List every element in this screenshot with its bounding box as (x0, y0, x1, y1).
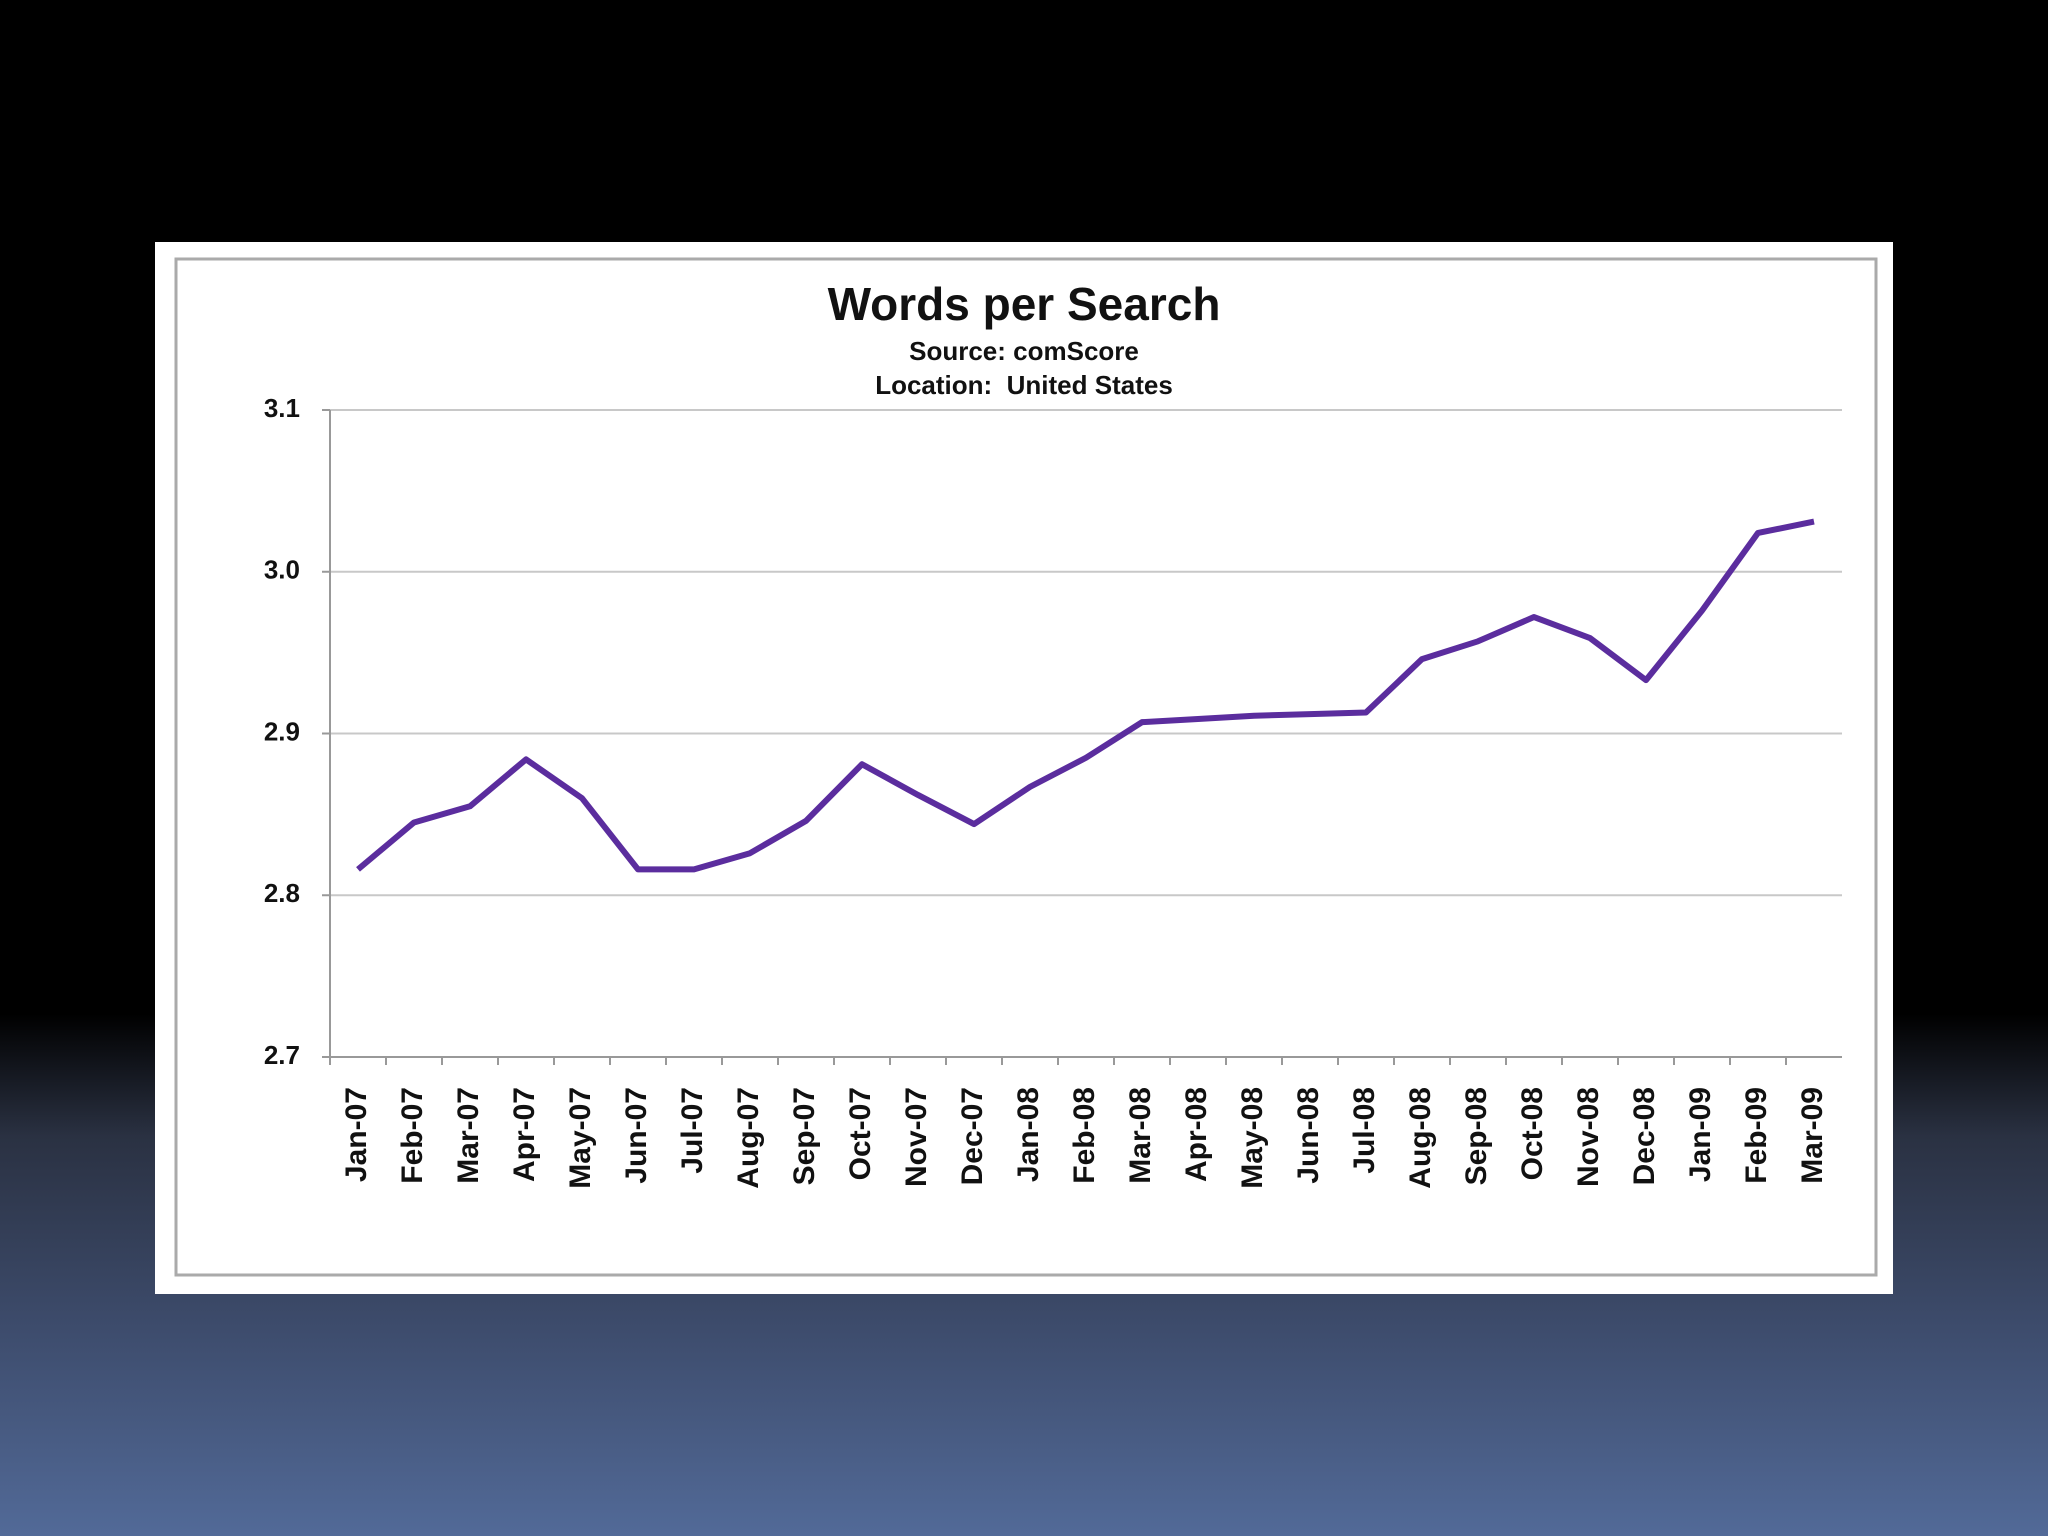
x-tick-label: Sep-07 (788, 1087, 821, 1185)
x-tick-label: May-07 (564, 1087, 597, 1189)
x-tick-label: Jul-07 (676, 1087, 709, 1174)
x-tick-label: Feb-07 (396, 1087, 429, 1184)
x-tick-label: Mar-07 (452, 1087, 485, 1184)
x-tick-label: Feb-08 (1068, 1087, 1101, 1184)
y-tick-label: 3.0 (264, 555, 300, 585)
x-tick-label: Dec-08 (1628, 1087, 1661, 1185)
x-tick-label: Sep-08 (1460, 1087, 1493, 1185)
x-tick-label: Jan-07 (340, 1087, 373, 1182)
chart-border (174, 257, 1878, 1277)
x-tick-label: Jun-07 (620, 1087, 653, 1184)
chart-title: Words per Search (828, 278, 1221, 330)
y-tick-label: 2.8 (264, 878, 300, 908)
chart-panel (155, 242, 1893, 1294)
x-tick-label: Dec-07 (956, 1087, 989, 1185)
x-tick-label: Oct-07 (844, 1087, 877, 1180)
x-tick-label: Mar-08 (1124, 1087, 1157, 1184)
chart-subtitle: Location: United States (875, 370, 1173, 400)
x-tick-label: May-08 (1236, 1087, 1269, 1189)
y-tick-label: 3.1 (264, 393, 300, 423)
x-tick-label: Jul-08 (1348, 1087, 1381, 1174)
x-tick-label: Aug-08 (1404, 1087, 1437, 1189)
y-tick-label: 2.7 (264, 1040, 300, 1070)
x-tick-label: Nov-07 (900, 1087, 933, 1187)
x-tick-label: Jun-08 (1292, 1087, 1325, 1184)
x-tick-label: Feb-09 (1740, 1087, 1773, 1184)
series-line (356, 518, 1815, 873)
x-tick-label: Mar-09 (1796, 1087, 1829, 1184)
x-tick-label: Apr-08 (1180, 1087, 1213, 1182)
y-tick-label: 2.9 (264, 716, 300, 746)
x-tick-label: Apr-07 (508, 1087, 541, 1182)
x-tick-label: Nov-08 (1572, 1087, 1605, 1187)
x-tick-label: Aug-07 (732, 1087, 765, 1189)
x-tick-label: Jan-09 (1684, 1087, 1717, 1182)
x-tick-label: Jan-08 (1012, 1087, 1045, 1182)
x-tick-label: Oct-08 (1516, 1087, 1549, 1180)
chart-subtitle: Source: comScore (909, 336, 1139, 366)
